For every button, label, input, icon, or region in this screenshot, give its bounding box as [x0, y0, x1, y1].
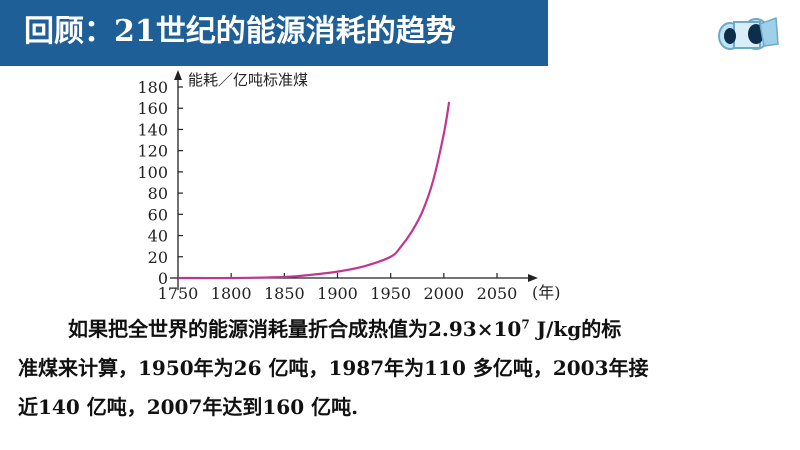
series-line: [177, 101, 451, 280]
x-axis-label: (年): [532, 283, 561, 302]
y-tick-label: 0: [158, 269, 168, 288]
paragraph-line-2: 准煤来计算，1950年为26 亿吨，1987年为110 多亿吨，2003年接: [18, 356, 649, 380]
y-tick-label: 20: [148, 248, 168, 267]
y-tick-label: 180: [137, 78, 168, 97]
y-tick-label: 120: [137, 142, 168, 161]
x-axis-arrow: [528, 274, 538, 282]
binoculars-icon: [718, 16, 779, 50]
x-tick-label: 1950: [370, 284, 411, 303]
y-axis-label: 能耗／亿吨标准煤: [188, 71, 308, 89]
y-tick-label: 60: [148, 205, 168, 224]
x-tick-label: 2000: [423, 284, 464, 303]
paragraph-line-1: 如果把全世界的能源消耗量折合成热值为2.93×107 J/kg的标: [68, 317, 622, 341]
energy-chart: 0 20 40 60 80 100 120 140 160 180 1750 1800 1850 190…: [137, 70, 561, 303]
x-tick-label: 2050: [477, 284, 518, 303]
y-tick-label: 40: [148, 227, 168, 246]
y-tick-label: 160: [137, 99, 168, 118]
y-tick-label: 140: [137, 120, 168, 139]
x-ticks: 1750 1800 1850 1900 1950 2000 2050: [158, 273, 518, 303]
y-tick-label: 80: [148, 184, 168, 203]
y-ticks: 0 20 40 60 80 100 120 140 160 180: [137, 78, 183, 288]
paragraph-line-3: 近140 亿吨，2007年达到160 亿吨.: [18, 395, 359, 419]
title-bar: 回顾：21世纪的能源消耗的趋势: [0, 0, 548, 66]
y-axis-arrow: [174, 70, 182, 80]
x-tick-label: 1800: [211, 284, 252, 303]
chart-axes: [170, 70, 538, 290]
page-title: 回顾：21世纪的能源消耗的趋势: [24, 14, 456, 49]
x-tick-label: 1900: [317, 284, 358, 303]
x-tick-label: 1850: [264, 284, 305, 303]
description-paragraph: 如果把全世界的能源消耗量折合成热值为2.93×107 J/kg的标 准煤来计算，…: [18, 310, 788, 427]
x-tick-label: 1750: [158, 284, 199, 303]
y-tick-label: 100: [137, 163, 168, 182]
